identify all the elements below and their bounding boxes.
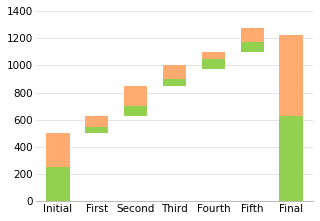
Bar — [202, 69, 225, 201]
Bar — [202, 59, 225, 69]
Bar — [46, 133, 69, 167]
Bar — [241, 52, 264, 201]
Bar — [163, 79, 186, 86]
Bar — [85, 116, 108, 126]
Bar — [163, 86, 186, 201]
Bar — [85, 126, 108, 133]
Bar — [279, 35, 303, 116]
Bar — [202, 52, 225, 59]
Bar — [85, 133, 108, 201]
Bar — [124, 86, 147, 106]
Bar — [279, 116, 303, 201]
Bar — [46, 167, 69, 201]
Bar — [241, 42, 264, 52]
Bar — [241, 28, 264, 42]
Bar — [124, 106, 147, 116]
Bar — [163, 65, 186, 79]
Bar — [124, 116, 147, 201]
